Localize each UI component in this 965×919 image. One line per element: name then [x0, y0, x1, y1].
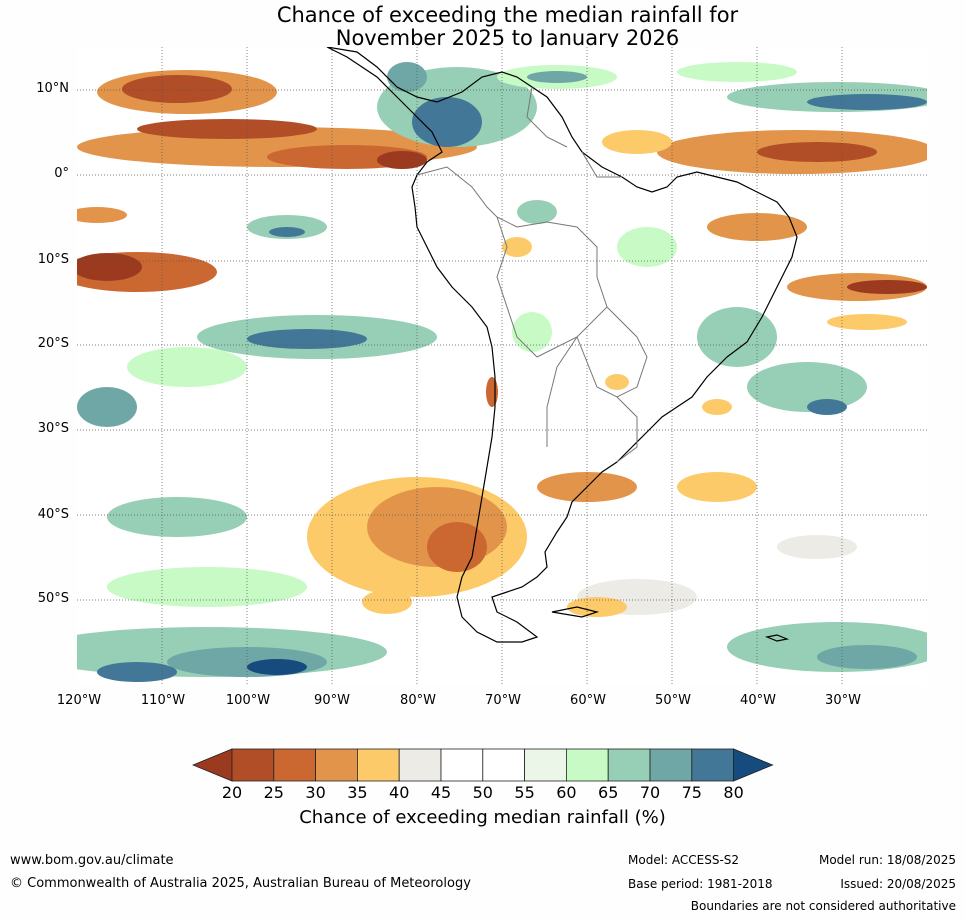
- footer-model-run: Model run: 18/08/2025: [818, 853, 956, 867]
- footer-copyright: © Commonwealth of Australia 2025, Austra…: [10, 876, 471, 891]
- lat-label-40s: 40°S: [37, 507, 69, 522]
- colorbar-tick-label: 40: [389, 783, 410, 802]
- colorbar-segment: [482, 748, 525, 782]
- colorbar-tick-label: 60: [556, 783, 577, 802]
- lon-label-110w: 110°W: [140, 693, 186, 708]
- colorbar-segment: [649, 748, 693, 782]
- lat-label-0: 0°: [54, 166, 69, 181]
- title-line-2: November 2025 to January 2026: [335, 26, 680, 50]
- colorbar-segment: [565, 748, 609, 782]
- colorbar-segment: [691, 748, 734, 782]
- coastlines: [326, 47, 798, 643]
- footer-issued: Issued: 20/08/2025: [840, 877, 956, 891]
- footer-website: www.bom.gov.au/climate: [10, 853, 174, 868]
- colorbar-segment: [524, 748, 567, 782]
- rainfall-map: [77, 47, 927, 685]
- colorbar-tick-label: 45: [430, 783, 452, 802]
- country-borders: [416, 86, 648, 463]
- colorbar-tick-label: 70: [639, 783, 661, 802]
- colorbar-segment: [315, 748, 358, 782]
- lon-label-80w: 80°W: [400, 693, 436, 708]
- title-line-1: Chance of exceeding the median rainfall …: [276, 3, 739, 27]
- lon-label-90w: 90°W: [314, 693, 350, 708]
- colorbar: [192, 748, 774, 782]
- map-svg: [77, 47, 927, 685]
- lat-label-30s: 30°S: [37, 421, 69, 436]
- footer-disclaimer: Boundaries are not considered authoritat…: [690, 899, 956, 913]
- lon-label-60w: 60°W: [570, 693, 606, 708]
- lon-label-30w: 30°W: [825, 693, 861, 708]
- colorbar-label: Chance of exceeding median rainfall (%): [299, 807, 666, 828]
- colorbar-segment: [231, 748, 275, 782]
- colorbar-tick-label: 75: [681, 783, 702, 802]
- lon-label-70w: 70°W: [485, 693, 521, 708]
- colorbar-tick-label: 35: [347, 783, 368, 802]
- colorbar-tick-label: 50: [472, 783, 493, 802]
- map-title: Chance of exceeding the median rainfall …: [0, 4, 965, 50]
- colorbar-segment: [607, 748, 651, 782]
- lon-label-40w: 40°W: [740, 693, 776, 708]
- colorbar-extend-low: [192, 748, 233, 782]
- colorbar-segment: [273, 748, 317, 782]
- graticule: [77, 47, 927, 685]
- colorbar-segment: [440, 748, 484, 782]
- colorbar-tick-label: 65: [598, 783, 619, 802]
- lon-label-50w: 50°W: [655, 693, 691, 708]
- lat-label-10n: 10°N: [36, 81, 69, 96]
- colorbar-tick-label: 55: [514, 783, 535, 802]
- lon-label-120w: 120°W: [56, 693, 102, 708]
- lat-label-20s: 20°S: [37, 336, 69, 351]
- colorbar-extend-high: [733, 748, 774, 782]
- colorbar-tick-label: 80: [723, 783, 744, 802]
- footer-model: Model: ACCESS-S2: [628, 853, 740, 867]
- footer-base-period: Base period: 1981-2018: [628, 877, 773, 891]
- colorbar-tick-label: 30: [305, 783, 326, 802]
- colorbar-tick-label: 20: [221, 783, 243, 802]
- colorbar-segment: [398, 748, 442, 782]
- lon-label-100w: 100°W: [225, 693, 271, 708]
- colorbar-tick-label: 25: [263, 783, 284, 802]
- lat-label-10s: 10°S: [37, 252, 69, 267]
- colorbar-segment: [356, 748, 400, 782]
- lat-label-50s: 50°S: [37, 591, 69, 606]
